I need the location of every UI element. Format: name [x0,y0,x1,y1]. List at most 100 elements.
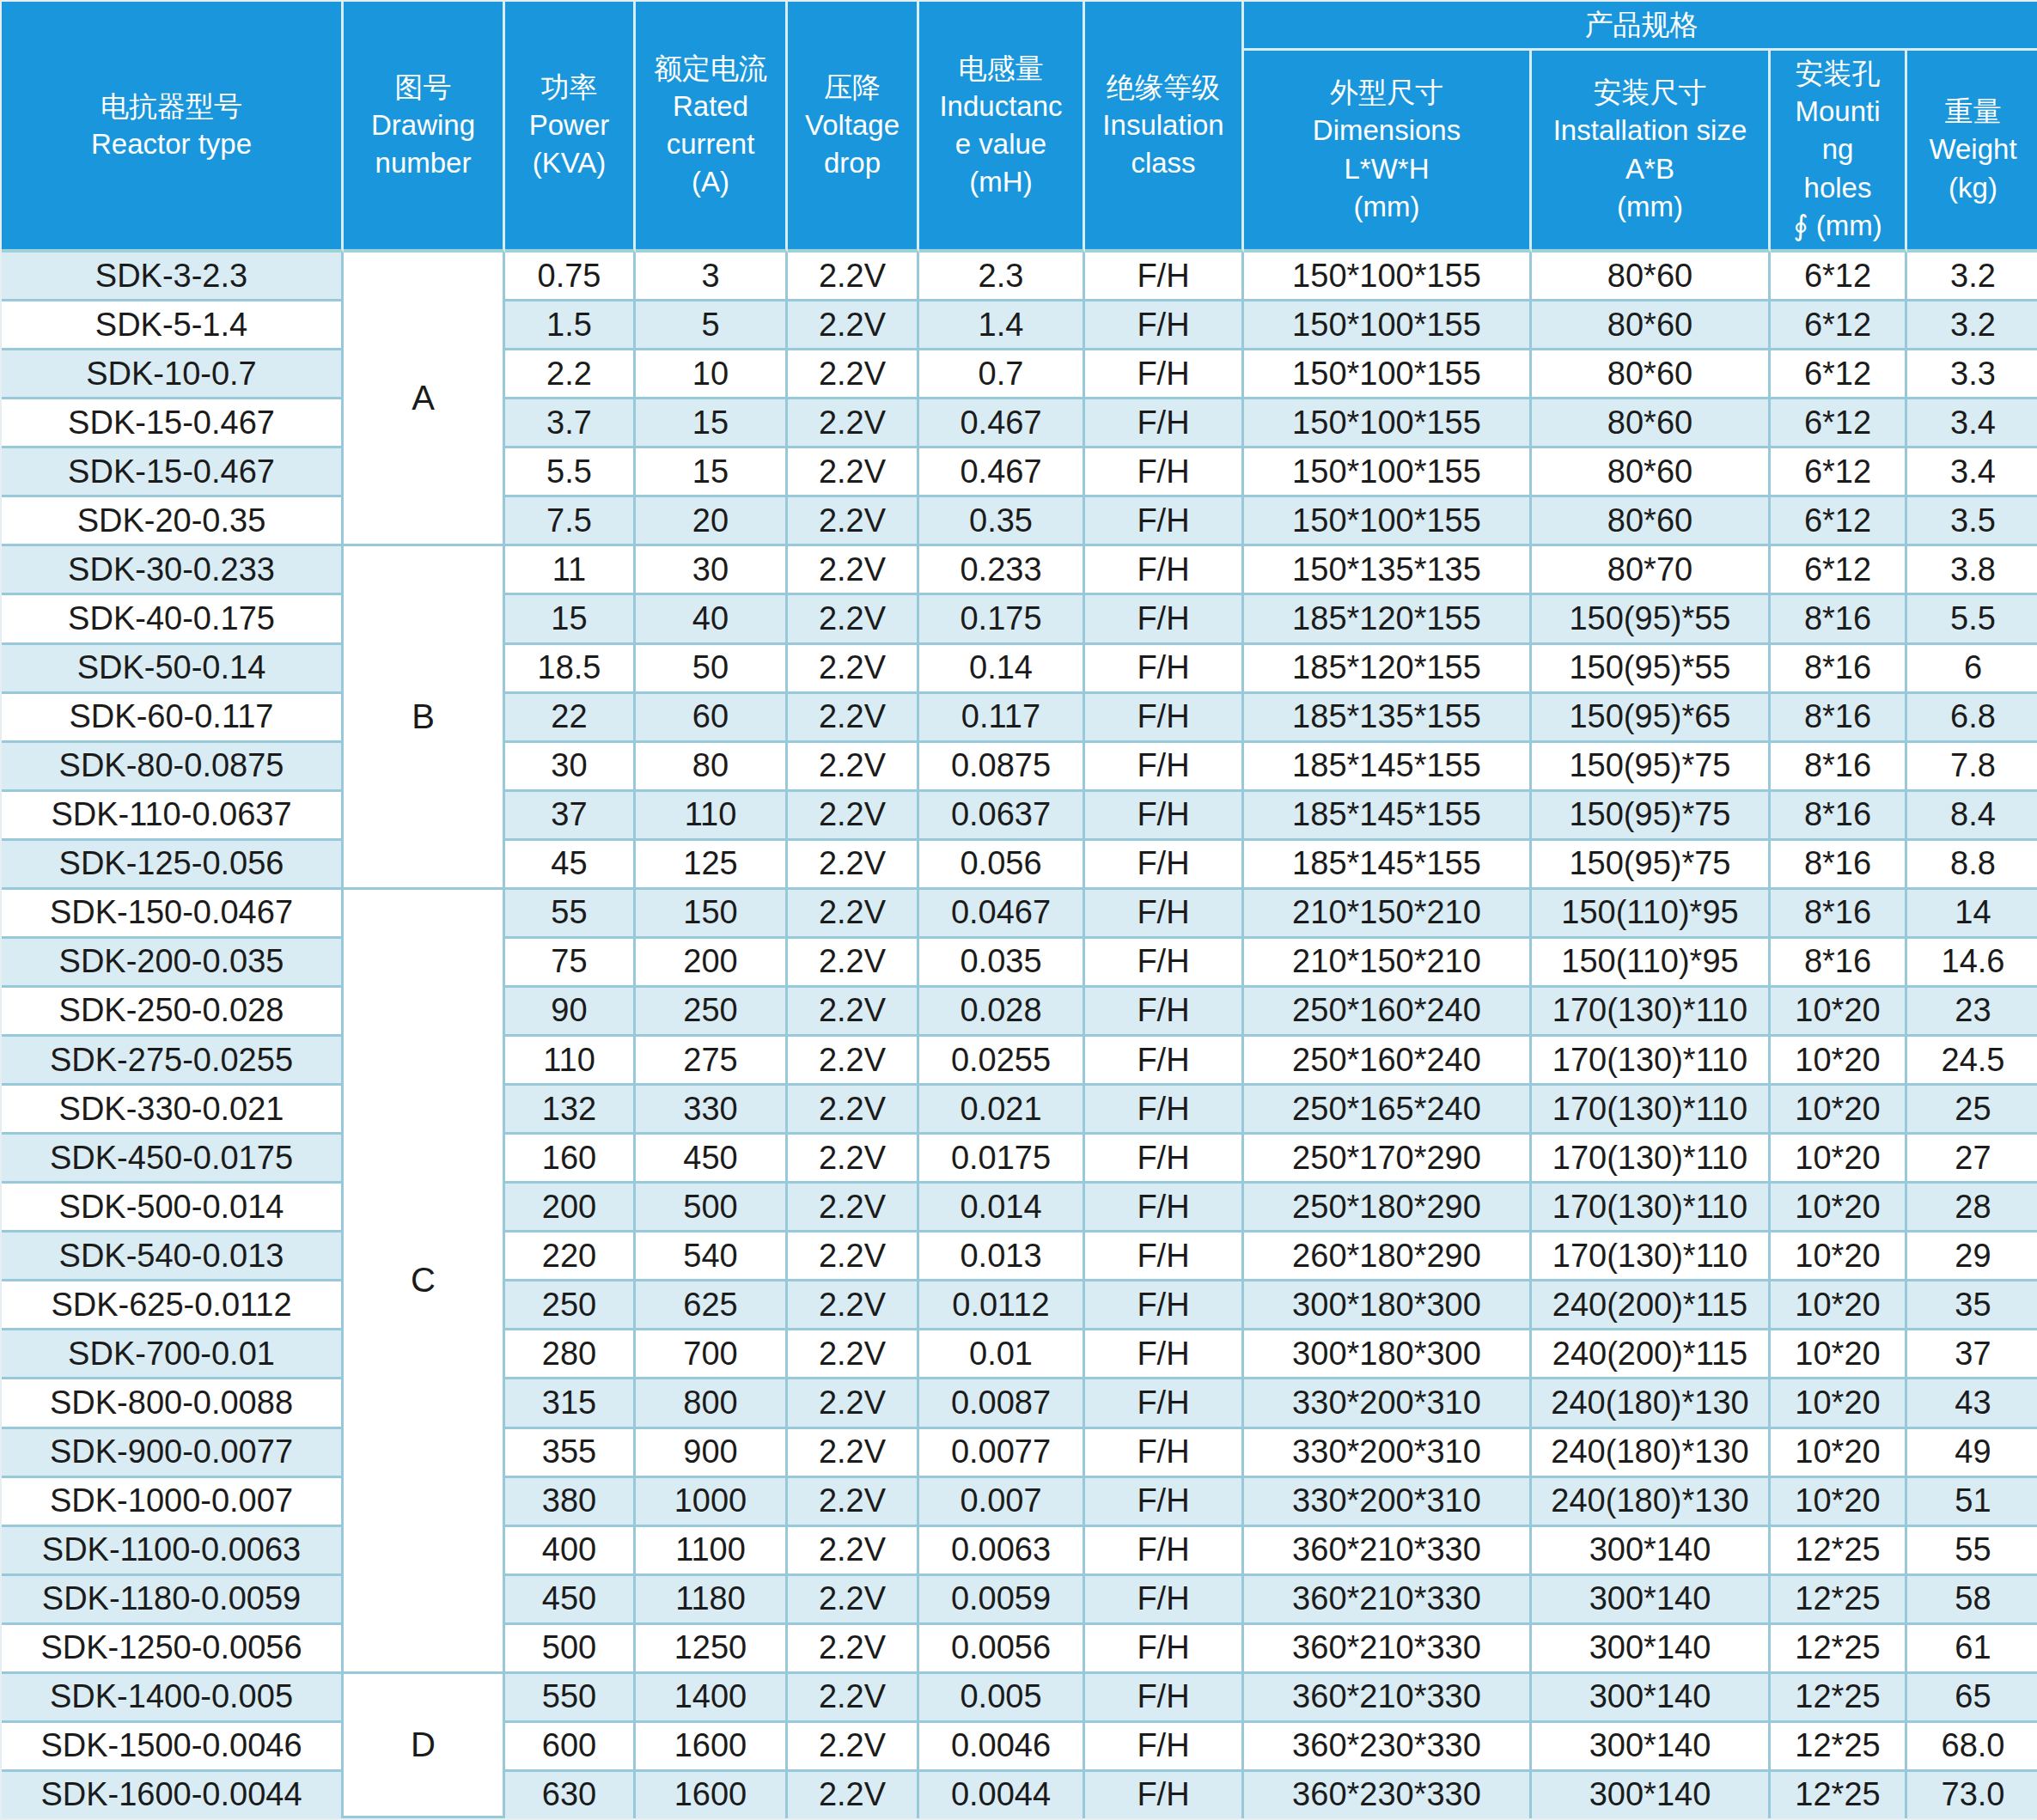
weight-cell: 24.5 [1907,1037,2037,1086]
installation-size-cell: 170(130)*110 [1532,1135,1771,1184]
table-row: SDK-450-0.01751604502.2V0.0175F/H250*170… [2,1135,2037,1184]
power-cell: 550 [505,1674,636,1723]
table-row: SDK-60-0.11722602.2V0.117F/H185*135*1551… [2,694,2037,743]
installation-size-cell: 240(180)*130 [1532,1379,1771,1428]
table-row: SDK-1180-0.005945011802.2V0.0059F/H360*2… [2,1576,2037,1625]
inductance-cell: 2.3 [919,253,1085,301]
mounting-holes-cell: 10*20 [1771,1037,1907,1086]
mounting-holes-cell: 10*20 [1771,1478,1907,1527]
table-row: SDK-625-0.01122506252.2V0.0112F/H300*180… [2,1281,2037,1330]
rated-current-cell: 1000 [636,1478,788,1527]
table-row: SDK-1100-0.006340011002.2V0.0063F/H360*2… [2,1527,2037,1576]
reactor-spec-sheet: 电抗器型号 Reactor type 图号 Drawing number 功率 … [0,0,2037,1820]
col-header-rated-current: 额定电流 Rated current (A) [636,2,788,253]
insulation-class-cell: F/H [1085,841,1244,890]
weight-cell: 3.2 [1907,301,2037,350]
table-row: SDK-1600-0.004463016002.2V0.0044F/H360*2… [2,1772,2037,1818]
insulation-class-cell: F/H [1085,595,1244,644]
inductance-cell: 1.4 [919,301,1085,350]
voltage-drop-cell: 2.2V [788,1772,919,1818]
rated-current-cell: 700 [636,1330,788,1379]
table-row: SDK-80-0.087530802.2V0.0875F/H185*145*15… [2,743,2037,792]
weight-cell: 68.0 [1907,1723,2037,1772]
inductance-cell: 0.028 [919,988,1085,1037]
mounting-holes-cell: 6*12 [1771,253,1907,301]
reactor-type-cell: SDK-330-0.021 [2,1086,344,1135]
reactor-type-cell: SDK-625-0.0112 [2,1281,344,1330]
voltage-drop-cell: 2.2V [788,694,919,743]
weight-cell: 7.8 [1907,743,2037,792]
reactor-type-cell: SDK-200-0.035 [2,939,344,988]
mounting-holes-cell: 6*12 [1771,399,1907,448]
table-row: SDK-15-0.4673.7152.2V0.467F/H150*100*155… [2,399,2037,448]
mounting-holes-cell: 10*20 [1771,1330,1907,1379]
weight-cell: 37 [1907,1330,2037,1379]
mounting-holes-cell: 6*12 [1771,448,1907,497]
reactor-type-cell: SDK-1100-0.0063 [2,1527,344,1576]
mounting-holes-cell: 8*16 [1771,939,1907,988]
rated-current-cell: 1600 [636,1772,788,1818]
mounting-holes-cell: 10*20 [1771,1379,1907,1428]
weight-cell: 3.4 [1907,399,2037,448]
voltage-drop-cell: 2.2V [788,595,919,644]
installation-size-cell: 240(180)*130 [1532,1429,1771,1478]
weight-cell: 28 [1907,1184,2037,1233]
reactor-type-cell: SDK-1180-0.0059 [2,1576,344,1625]
inductance-cell: 0.005 [919,1674,1085,1723]
insulation-class-cell: F/H [1085,1379,1244,1428]
insulation-class-cell: F/H [1085,694,1244,743]
drawing-number-cell: B [344,546,505,889]
rated-current-cell: 900 [636,1429,788,1478]
weight-cell: 58 [1907,1576,2037,1625]
table-row: SDK-110-0.0637371102.2V0.0637F/H185*145*… [2,792,2037,841]
reactor-type-cell: SDK-1500-0.0046 [2,1723,344,1772]
weight-cell: 51 [1907,1478,2037,1527]
inductance-cell: 0.0046 [919,1723,1085,1772]
rated-current-cell: 80 [636,743,788,792]
rated-current-cell: 1400 [636,1674,788,1723]
voltage-drop-cell: 2.2V [788,645,919,694]
rated-current-cell: 625 [636,1281,788,1330]
insulation-class-cell: F/H [1085,645,1244,694]
insulation-class-cell: F/H [1085,1429,1244,1478]
inductance-cell: 0.0087 [919,1379,1085,1428]
mounting-holes-cell: 10*20 [1771,988,1907,1037]
power-cell: 355 [505,1429,636,1478]
insulation-class-cell: F/H [1085,939,1244,988]
table-row: SDK-20-0.357.5202.2V0.35F/H150*100*15580… [2,497,2037,546]
reactor-type-cell: SDK-150-0.0467 [2,890,344,939]
reactor-type-cell: SDK-250-0.028 [2,988,344,1037]
weight-cell: 73.0 [1907,1772,2037,1818]
dimensions-cell: 150*100*155 [1244,350,1532,399]
table-row: SDK-50-0.1418.5502.2V0.14F/H185*120*1551… [2,645,2037,694]
installation-size-cell: 80*60 [1532,253,1771,301]
weight-cell: 8.4 [1907,792,2037,841]
reactor-spec-table: 电抗器型号 Reactor type 图号 Drawing number 功率 … [2,2,2037,1818]
mounting-holes-cell: 12*25 [1771,1723,1907,1772]
mounting-holes-cell: 8*16 [1771,743,1907,792]
insulation-class-cell: F/H [1085,1674,1244,1723]
mounting-holes-cell: 12*25 [1771,1772,1907,1818]
power-cell: 45 [505,841,636,890]
dimensions-cell: 250*180*290 [1244,1184,1532,1233]
power-cell: 15 [505,595,636,644]
power-cell: 30 [505,743,636,792]
voltage-drop-cell: 2.2V [788,448,919,497]
dimensions-cell: 360*230*330 [1244,1723,1532,1772]
table-row: SDK-1500-0.004660016002.2V0.0046F/H360*2… [2,1723,2037,1772]
weight-cell: 65 [1907,1674,2037,1723]
weight-cell: 43 [1907,1379,2037,1428]
table-row: SDK-1400-0.005D55014002.2V0.005F/H360*21… [2,1674,2037,1723]
table-header: 电抗器型号 Reactor type 图号 Drawing number 功率 … [2,2,2037,253]
reactor-type-cell: SDK-3-2.3 [2,253,344,301]
insulation-class-cell: F/H [1085,1184,1244,1233]
reactor-type-cell: SDK-30-0.233 [2,546,344,595]
power-cell: 160 [505,1135,636,1184]
mounting-holes-cell: 10*20 [1771,1233,1907,1281]
reactor-type-cell: SDK-10-0.7 [2,350,344,399]
rated-current-cell: 125 [636,841,788,890]
drawing-number-cell: D [344,1674,505,1818]
power-cell: 200 [505,1184,636,1233]
table-row: SDK-30-0.233B11302.2V0.233F/H150*135*135… [2,546,2037,595]
col-header-power: 功率 Power (KVA) [505,2,636,253]
